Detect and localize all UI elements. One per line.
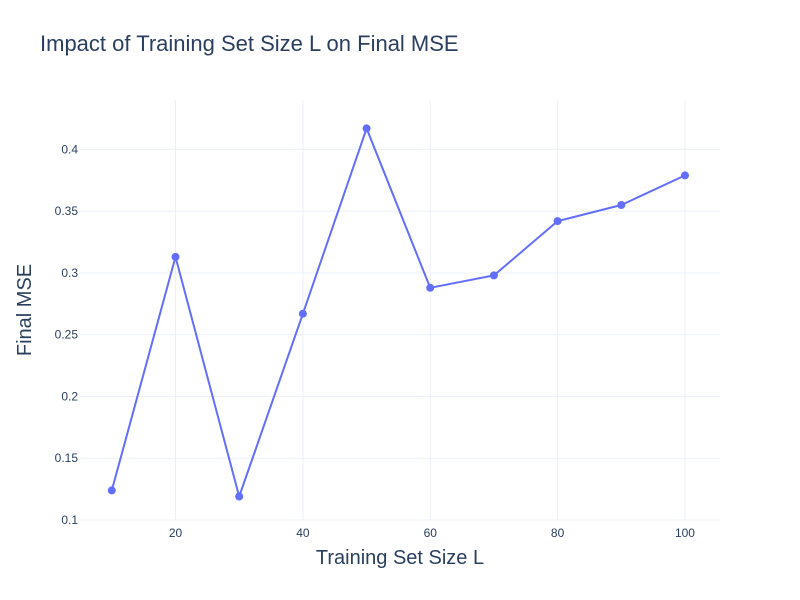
data-point[interactable] bbox=[489, 271, 498, 280]
y-tick-label: 0.4 bbox=[61, 142, 78, 156]
x-tick-label: 100 bbox=[675, 526, 695, 540]
data-point[interactable] bbox=[681, 171, 689, 180]
data-point[interactable] bbox=[171, 252, 180, 261]
x-tick-label: 20 bbox=[169, 526, 183, 540]
series-line bbox=[110, 127, 686, 498]
x-tick-label: 60 bbox=[424, 526, 438, 540]
data-point[interactable] bbox=[426, 283, 435, 292]
data-point[interactable] bbox=[362, 124, 371, 133]
y-axis-label: Final MSE bbox=[14, 264, 36, 356]
x-tick-label: 80 bbox=[551, 526, 565, 540]
y-tick-label: 0.1 bbox=[61, 513, 78, 527]
y-tick-label: 0.15 bbox=[55, 451, 79, 465]
y-tick-label: 0.25 bbox=[55, 328, 79, 342]
y-tick-label: 0.2 bbox=[61, 389, 78, 403]
data-point[interactable] bbox=[107, 486, 116, 495]
grid bbox=[80, 100, 720, 521]
y-tick-label: 0.3 bbox=[61, 266, 78, 280]
data-point[interactable] bbox=[617, 201, 626, 209]
axes: 0.1 0.15 0.2 0.25 0.3 0.35 0.4 20 40 60 80 100 bbox=[55, 142, 696, 540]
data-point[interactable] bbox=[298, 309, 307, 318]
y-tick-label: 0.35 bbox=[55, 204, 79, 218]
x-tick-label: 40 bbox=[296, 526, 310, 540]
data-point[interactable] bbox=[235, 492, 244, 501]
series-mse bbox=[107, 124, 689, 501]
chart-title: Impact of Training Set Size L on Final M… bbox=[40, 31, 459, 56]
data-point[interactable] bbox=[553, 217, 562, 226]
x-axis-label: Training Set Size L bbox=[316, 547, 484, 569]
